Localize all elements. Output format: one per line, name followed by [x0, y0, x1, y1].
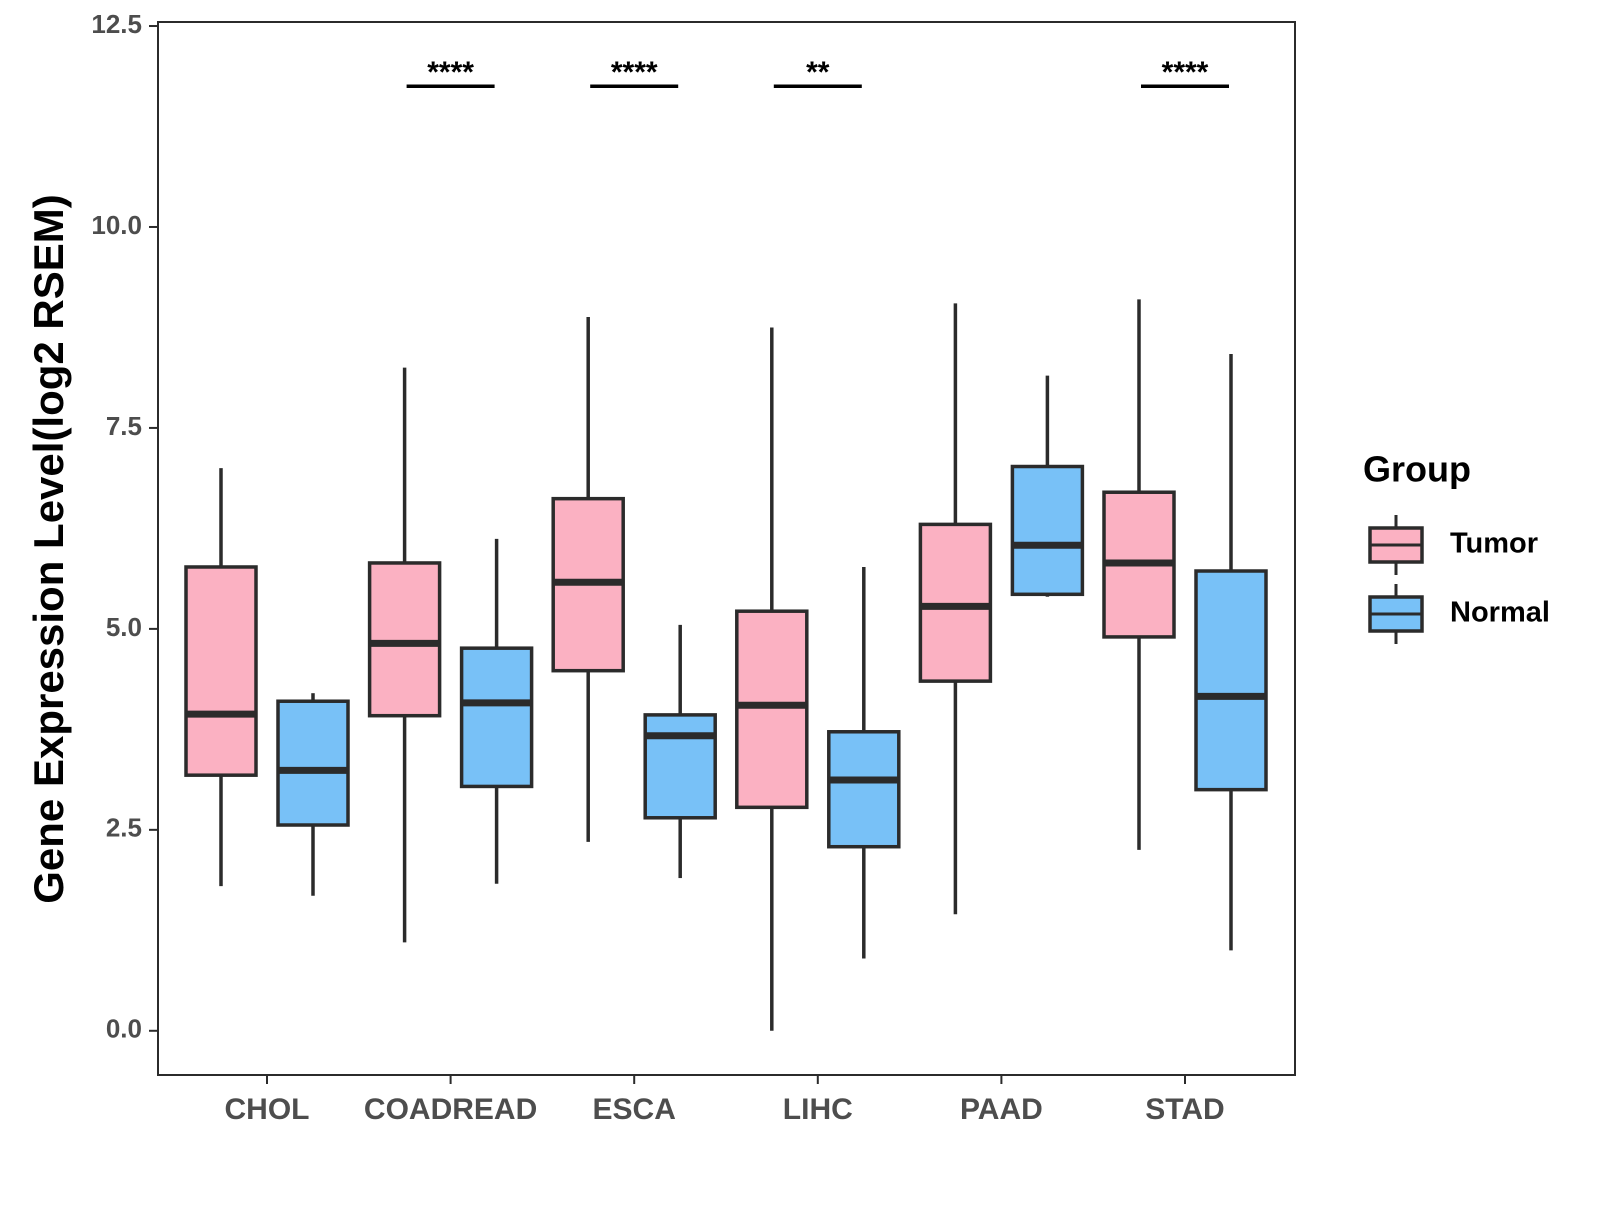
box-body: [367, 561, 442, 718]
significance-label: ****: [1162, 56, 1209, 89]
box-body: [184, 565, 258, 777]
box-body: [827, 730, 901, 849]
x-tick-label: CHOL: [225, 1093, 310, 1126]
box-body: [1010, 464, 1085, 597]
box-tumor-paad: [918, 303, 993, 915]
y-tick-label: 2.5: [106, 813, 142, 843]
box-body: [1194, 569, 1268, 792]
box-normal-esca: [643, 624, 717, 879]
significance-label: ****: [427, 56, 474, 89]
box-body: [459, 646, 534, 789]
x-tick-label: STAD: [1145, 1093, 1224, 1126]
box-normal-stad: [1194, 353, 1268, 951]
legend-item-tumor: Tumor: [1368, 515, 1538, 575]
legend-item-normal: Normal: [1368, 584, 1550, 644]
y-tick-label: 5.0: [106, 612, 142, 642]
plot-area: 0.0 2.5 5.0 7.5 10.0 12.5 CHOL COADREAD ESCA LIHC…: [91, 9, 1296, 1126]
x-tick-label: ESCA: [593, 1093, 676, 1126]
plot-panel-border: [157, 21, 1296, 1076]
legend: Group Tumor Normal: [1363, 449, 1550, 644]
x-tick-label: COADREAD: [364, 1093, 537, 1126]
box-tumor-lihc: [735, 327, 809, 1031]
y-tick-label: 12.5: [91, 9, 142, 39]
box-tumor-stad: [1102, 299, 1176, 850]
box-tumor-coadread: [367, 367, 442, 943]
x-tick-label: PAAD: [960, 1093, 1043, 1126]
box-body: [918, 522, 993, 683]
y-tick-label: 0.0: [106, 1014, 142, 1044]
y-tick-label: 10.0: [91, 210, 142, 240]
y-axis-title: Gene Expression Level(log2 RSEM): [25, 194, 72, 904]
legend-label: Tumor: [1450, 528, 1538, 560]
box-tumor-esca: [551, 317, 625, 842]
box-body: [643, 713, 717, 820]
significance-label: ****: [611, 56, 658, 89]
y-tick-label: 7.5: [106, 411, 142, 441]
box-body: [735, 609, 809, 810]
legend-label: Normal: [1450, 597, 1550, 629]
box-normal-lihc: [827, 566, 901, 959]
box-normal-paad: [1010, 375, 1085, 597]
box-normal-chol: [276, 693, 350, 896]
box-normal-coadread: [459, 538, 534, 884]
box-body: [276, 699, 350, 827]
x-tick-label: LIHC: [783, 1093, 853, 1126]
significance-label: **: [806, 56, 830, 89]
legend-title: Group: [1363, 449, 1471, 490]
box-tumor-chol: [184, 468, 258, 887]
